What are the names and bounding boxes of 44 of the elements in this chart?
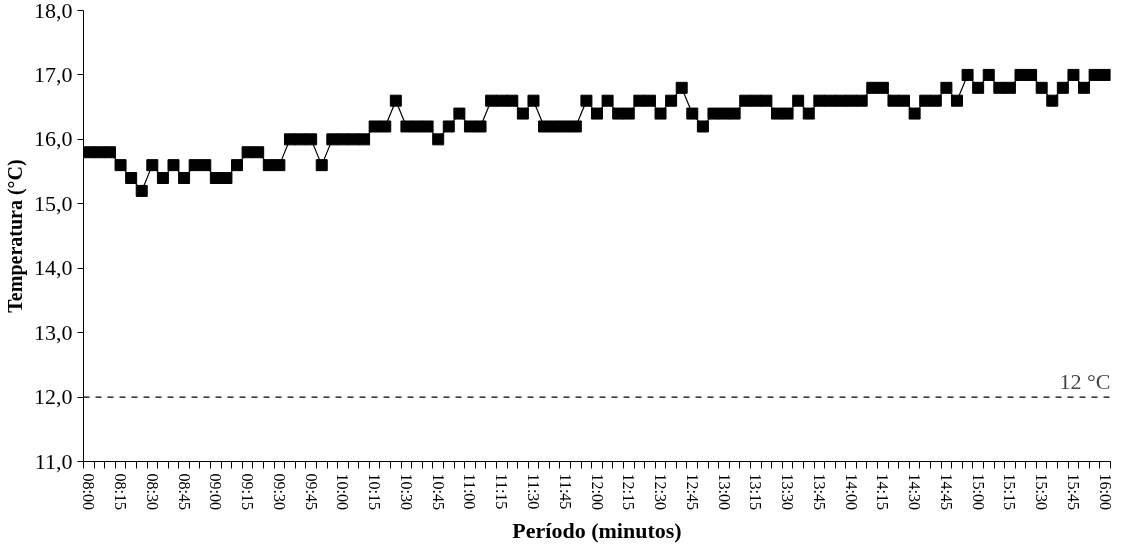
y-tick-label: 17,0 (34, 61, 73, 87)
x-tick-label: 11:00 (461, 473, 479, 510)
x-tick-label: 09:45 (302, 473, 320, 510)
x-tick-label: 08:30 (143, 473, 161, 510)
x-tick-label: 12:30 (652, 473, 670, 510)
y-tick-label: 15,0 (34, 190, 73, 216)
x-axis-title: Período (minutos) (512, 517, 682, 543)
x-tick-label: 09:00 (207, 473, 225, 510)
x-tick-label: 12:15 (620, 473, 638, 510)
x-tick-label: 10:15 (366, 473, 384, 510)
x-tick-label: 11:45 (556, 473, 574, 510)
y-tick-label: 11,0 (34, 448, 73, 474)
x-tick-label: 09:30 (270, 473, 288, 510)
y-tick-label: 16,0 (34, 126, 73, 152)
x-tick-label: 13:30 (779, 473, 797, 510)
x-tick-label: 11:30 (524, 473, 542, 510)
y-axis-title: Temperatura (°C) (4, 159, 27, 313)
x-tick-label: 10:45 (429, 473, 447, 510)
x-tick-label: 15:00 (969, 473, 987, 510)
x-tick-label: 12:45 (683, 473, 701, 510)
x-tick-label: 16:00 (1096, 473, 1114, 510)
x-tick-label: 14:00 (842, 473, 860, 510)
x-tick-label: 13:00 (715, 473, 733, 510)
y-tick-label: 12,0 (34, 384, 73, 410)
x-tick-label: 13:15 (747, 473, 765, 510)
ref-line-label: 12 °C (1059, 369, 1111, 395)
x-tick-label: 08:45 (175, 473, 193, 510)
x-tick-label: 14:45 (937, 473, 955, 510)
y-tick-label: 14,0 (34, 255, 73, 281)
x-tick-label: 10:00 (334, 473, 352, 510)
x-tick-label: 14:30 (906, 473, 924, 510)
x-tick-label: 15:30 (1033, 473, 1051, 510)
x-tick-label: 13:45 (810, 473, 828, 510)
x-tick-label: 09:15 (239, 473, 257, 510)
y-tick-label: 13,0 (34, 319, 73, 345)
x-tick-label: 12:00 (588, 473, 606, 510)
x-tick-label: 11:15 (493, 473, 511, 510)
x-tick-label: 15:45 (1064, 473, 1082, 510)
x-tick-label: 08:00 (80, 473, 98, 510)
y-tick-label: 18,0 (34, 0, 73, 23)
x-tick-label: 14:15 (874, 473, 892, 510)
x-tick-label: 08:15 (112, 473, 130, 510)
x-tick-label: 15:15 (1001, 473, 1019, 510)
x-tick-label: 10:30 (397, 473, 415, 510)
